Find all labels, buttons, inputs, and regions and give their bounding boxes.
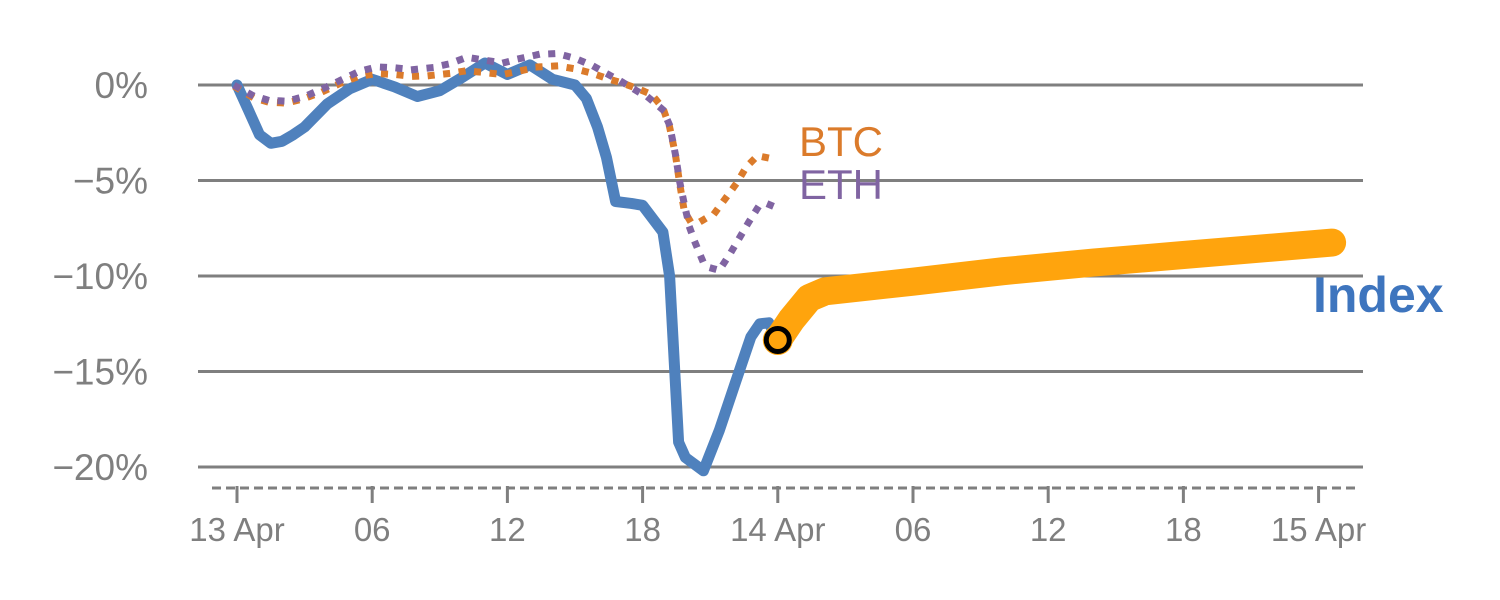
x-axis-tick-label: 12: [489, 511, 526, 548]
y-axis-tick-label: −5%: [73, 161, 148, 202]
x-axis-tick-label: 18: [624, 511, 661, 548]
x-axis-tick-label: 18: [1165, 511, 1202, 548]
now-marker-ring: [763, 325, 792, 354]
x-axis-tick-label: 12: [1030, 511, 1067, 548]
y-axis-tick-label: −20%: [52, 447, 148, 488]
series-eth: [232, 49, 776, 275]
y-axis-tick-label: 0%: [95, 65, 148, 106]
series-index-forecast: [763, 228, 1347, 354]
x-axis-tick-label: 14 Apr: [730, 511, 825, 548]
series-btc: [232, 62, 779, 227]
x-axis-tick-label: 06: [354, 511, 391, 548]
y-axis-tick-label: −15%: [52, 352, 148, 393]
y-axis-tick-label: −10%: [52, 256, 148, 297]
series-label-eth: ETH: [799, 161, 883, 208]
x-axis-tick-label: 06: [895, 511, 932, 548]
series-label-index: Index: [1313, 267, 1444, 323]
x-axis-tick-label: 13 Apr: [189, 511, 284, 548]
series-index: [231, 57, 784, 477]
series-label-btc: BTC: [799, 118, 883, 165]
x-axis-tick-label: 15 Apr: [1271, 511, 1366, 548]
